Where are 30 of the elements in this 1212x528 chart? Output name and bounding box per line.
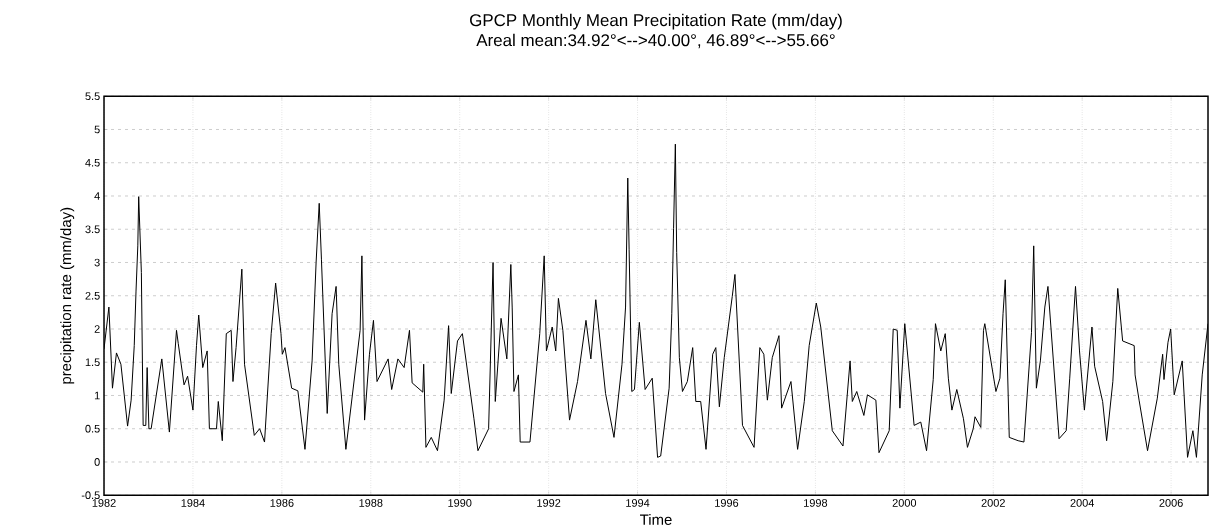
y-tick-label: 5.5 (85, 92, 100, 100)
x-tick-label: 1986 (270, 498, 294, 507)
y-tick-label: 2 (94, 325, 100, 333)
x-tick-label: 1984 (181, 498, 205, 507)
x-tick-label: 1988 (359, 498, 383, 507)
y-tick-label: 4 (94, 192, 100, 200)
y-tick-label: 1 (94, 391, 100, 400)
y-tick-label: -0.5 (81, 491, 100, 499)
x-tick-label: 2002 (981, 498, 1005, 507)
x-tick-label: 1982 (92, 498, 116, 507)
x-tick-label: 1998 (804, 498, 828, 507)
y-axis-title: precipitation rate (mm/day) (60, 207, 75, 384)
y-tick-label: 0 (94, 458, 100, 466)
y-tick-label: 1.5 (85, 358, 100, 366)
x-tick-label: 1994 (626, 498, 650, 507)
x-tick-label: 2000 (892, 498, 917, 507)
y-tick-label: 3 (94, 258, 100, 267)
x-tick-label: 2004 (1070, 498, 1095, 507)
y-tick-label: 5 (94, 125, 100, 134)
x-tick-label: 1992 (537, 498, 561, 507)
chart-subtitle: Areal mean:34.92°<-->40.00°, 46.89°<-->55.66° (476, 33, 835, 49)
chart-title: GPCP Monthly Mean Precipitation Rate (mm/day) (470, 13, 842, 30)
x-axis-title: Time (640, 513, 672, 525)
x-tick-label: 1990 (448, 498, 472, 507)
y-tick-label: 4.5 (85, 158, 100, 167)
x-tick-label: 1996 (715, 498, 739, 507)
y-tick-label: 0.5 (85, 424, 100, 433)
x-tick-label: 2006 (1159, 498, 1183, 507)
y-tick-label: 3.5 (85, 225, 100, 233)
y-tick-label: 2.5 (85, 291, 100, 300)
